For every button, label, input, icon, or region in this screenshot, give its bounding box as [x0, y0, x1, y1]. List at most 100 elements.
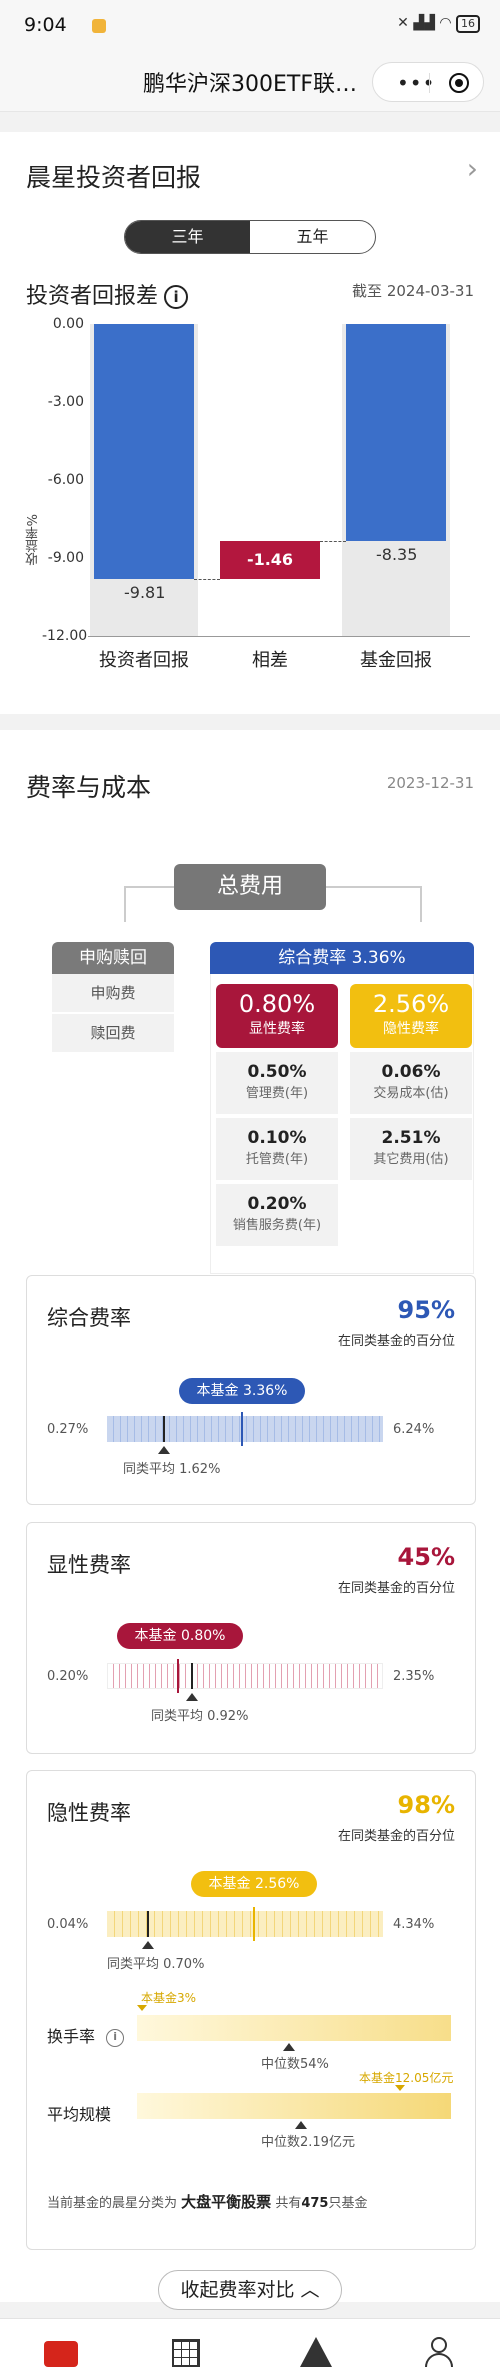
- turnover-bar: [137, 2015, 451, 2041]
- average-label: 同类平均 0.70%: [107, 1957, 205, 1972]
- status-bar: 9:04 ✕ ▟▟ ◠ 16: [0, 0, 500, 52]
- bar-background: [216, 324, 324, 636]
- implicit-fee-value: 2.56%: [372, 990, 450, 1018]
- fees-date: 2023-12-31: [386, 774, 474, 792]
- y-tick-label: -12.00: [42, 628, 88, 644]
- battery-icon: 16: [456, 15, 480, 33]
- target-icon[interactable]: [449, 73, 469, 93]
- note-suffix: 只基金: [328, 2196, 368, 2211]
- connector-line: [194, 579, 220, 581]
- subscription-fee: 申购费: [52, 974, 174, 1012]
- more-dots-icon[interactable]: •••: [397, 71, 436, 95]
- percentile-caption: 在同类基金的百分位: [337, 1829, 455, 1844]
- status-time: 9:04: [24, 14, 67, 36]
- notification-icon: [92, 19, 106, 33]
- range-max: 2.35%: [393, 1669, 435, 1684]
- fee-item-value: 0.06%: [381, 1062, 441, 1082]
- note-category: 大盘平衡股票: [181, 2193, 272, 2211]
- total-fee-pill: 总费用: [174, 864, 326, 910]
- ruler-icon[interactable]: [300, 2337, 332, 2367]
- explicit-rate-panel: 显性费率 45% 在同类基金的百分位 本基金 0.80% 0.20% 2.35%…: [26, 1522, 476, 1754]
- page-title: 鹏华沪深300ETF联…: [143, 72, 357, 97]
- tree-line: [124, 886, 126, 922]
- x-category-label: 相差: [252, 650, 288, 671]
- fee-item-value: 2.51%: [381, 1128, 441, 1148]
- implicit-fee-box: 2.56% 隐性费率: [350, 984, 472, 1048]
- explicit-fee-value: 0.80%: [238, 990, 316, 1018]
- percentile-caption: 在同类基金的百分位: [337, 1334, 455, 1349]
- scale-bar: [137, 2093, 451, 2119]
- info-icon[interactable]: i: [106, 2028, 125, 2047]
- tab-three-year[interactable]: 三年: [125, 221, 250, 253]
- fee-item-value: 0.20%: [247, 1194, 307, 1214]
- range-min: 0.04%: [47, 1917, 89, 1932]
- implicit-rate-panel: 隐性费率 98% 在同类基金的百分位 本基金 2.56% 0.04% 4.34%…: [26, 1770, 476, 2250]
- fund-pointer-icon: [395, 2085, 405, 2091]
- fee-item: 2.51% 其它费用(估): [350, 1118, 472, 1180]
- capsule-divider: [429, 73, 430, 93]
- wifi-icon: ◠: [439, 15, 452, 31]
- distribution-strip: [107, 1663, 383, 1689]
- status-icons: ✕ ▟▟ ◠ 16: [397, 15, 480, 33]
- range-min: 0.20%: [47, 1669, 89, 1684]
- percentile-value: 95%: [397, 1296, 455, 1324]
- percentile-caption: 在同类基金的百分位: [337, 1581, 455, 1596]
- fees-title: 费率与成本: [26, 773, 152, 802]
- x-axis-line: [88, 636, 470, 637]
- average-pointer-icon: [158, 1446, 170, 1454]
- bar-3[interactable]: [346, 324, 446, 542]
- collapse-button[interactable]: 收起费率对比 ︿: [158, 2270, 342, 2310]
- tree-line: [420, 886, 422, 922]
- data-label: -9.81: [124, 583, 166, 603]
- fee-item-label: 托管费(年): [245, 1152, 309, 1167]
- returns-title: 晨星投资者回报: [26, 163, 202, 192]
- connector-line: [320, 541, 346, 543]
- period-toggle: 三年 五年: [124, 220, 376, 254]
- returns-subtitle-text: 投资者回报差: [26, 284, 159, 309]
- fees-card: 费率与成本 2023-12-31 总费用 申购赎回 申购费 赎回费 综合费率 3…: [0, 730, 500, 2310]
- bar-1[interactable]: [94, 324, 194, 580]
- overall-rate-panel: 综合费率 95% 在同类基金的百分位 本基金 3.36% 0.27% 6.24%…: [26, 1275, 476, 1505]
- info-icon[interactable]: i: [164, 285, 189, 309]
- scale-fund-label: 本基金12.05亿元: [359, 2071, 454, 2085]
- data-label: -8.35: [376, 545, 418, 565]
- bar-2[interactable]: [220, 541, 320, 580]
- fee-item: 0.06% 交易成本(估): [350, 1052, 472, 1114]
- data-label: -1.46: [246, 550, 294, 570]
- fee-item-label: 管理费(年): [245, 1086, 309, 1101]
- average-marker: [191, 1663, 193, 1689]
- scale-label: 平均规模: [47, 2105, 112, 2124]
- returns-card: 晨星投资者回报 › 三年 五年 投资者回报差 i 截至 2024-03-31 收益…: [0, 132, 500, 714]
- fee-item-value: 0.10%: [247, 1128, 307, 1148]
- tab-bar: [0, 2318, 500, 2377]
- returns-subtitle: 投资者回报差 i: [26, 278, 189, 310]
- overall-fee-header: 综合费率 3.36%: [210, 942, 474, 974]
- user-icon[interactable]: [424, 2337, 454, 2369]
- average-marker: [147, 1911, 149, 1937]
- fund-marker: [241, 1412, 243, 1446]
- category-note: 当前基金的晨星分类为 大盘平衡股票 共有475只基金: [47, 2191, 367, 2212]
- grid-icon[interactable]: [172, 2339, 200, 2367]
- average-label: 同类平均 1.62%: [123, 1462, 221, 1477]
- fund-marker: [177, 1659, 179, 1693]
- scale-median: 中位数2.19亿元: [261, 2135, 355, 2150]
- as-of-date: 截至 2024-03-31: [352, 282, 474, 300]
- note-count: 475: [301, 2196, 329, 2211]
- chevron-right-icon[interactable]: ›: [466, 152, 478, 185]
- turnover-median: 中位数54%: [261, 2057, 329, 2072]
- median-pointer-icon: [283, 2043, 295, 2051]
- fee-item: 0.20% 销售服务费(年): [216, 1184, 338, 1246]
- fee-item: 0.50% 管理费(年): [216, 1052, 338, 1114]
- range-min: 0.27%: [47, 1422, 89, 1437]
- returns-chart: 收益率% 0.00 -3.00 -6.00 -9.00 -12.00 -9.81 -1.4…: [0, 314, 500, 671]
- mute-icon: ✕: [397, 15, 409, 31]
- fund-bubble: 本基金 3.36%: [179, 1378, 305, 1404]
- distribution-strip: [107, 1911, 383, 1937]
- average-pointer-icon: [142, 1941, 154, 1949]
- fund-bubble: 本基金 0.80%: [117, 1623, 243, 1649]
- y-tick-label: -6.00: [47, 472, 84, 488]
- y-tick-label: 0.00: [52, 316, 84, 332]
- fund-pointer-icon: [137, 2005, 147, 2011]
- briefcase-icon[interactable]: [44, 2341, 78, 2367]
- tab-five-year[interactable]: 五年: [296, 227, 329, 246]
